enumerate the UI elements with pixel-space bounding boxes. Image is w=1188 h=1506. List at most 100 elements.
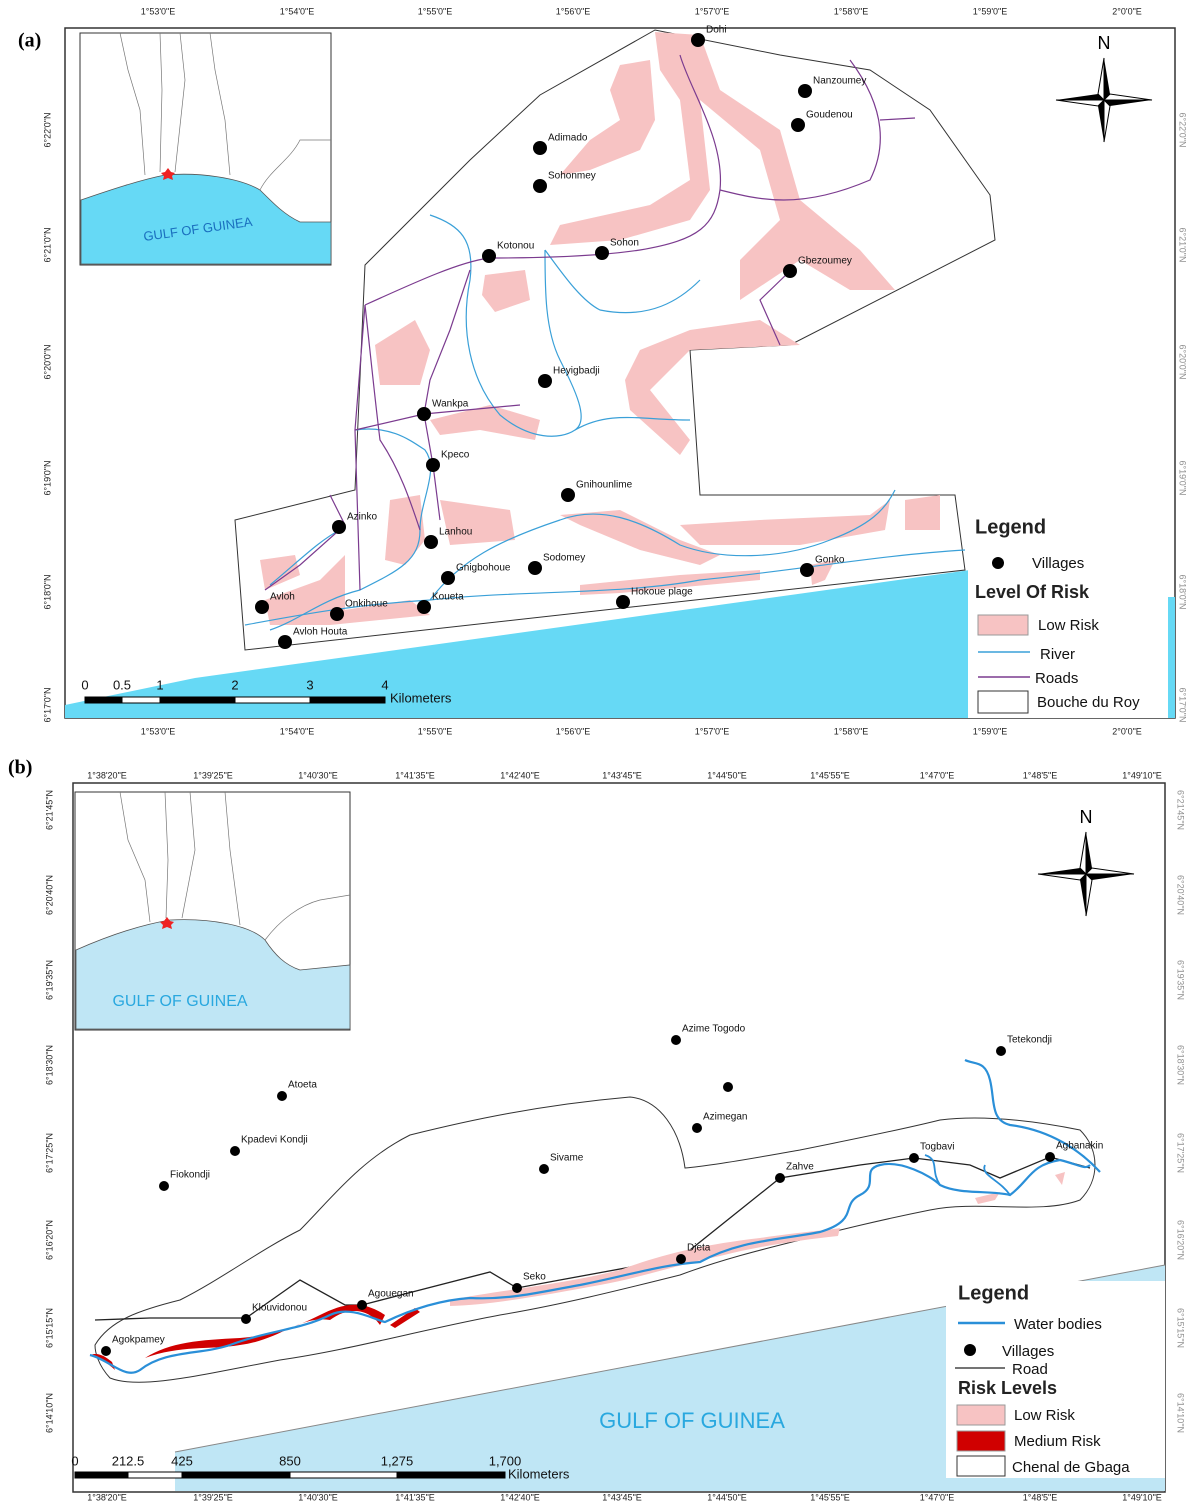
- north-arrow: [1037, 831, 1135, 917]
- village-label: Avloh: [270, 592, 295, 603]
- longitude-label: 1°42'40"E: [500, 1492, 540, 1502]
- longitude-label: 1°45'55"E: [810, 1492, 850, 1502]
- longitude-label: 1°57'0"E: [695, 6, 730, 16]
- inset-sea: [80, 173, 332, 265]
- scale-tick-label: 425: [171, 1453, 193, 1468]
- village-label: Togbavi: [920, 1142, 954, 1153]
- longitude-label: 1°39'25"E: [193, 770, 233, 780]
- scale-tick-label: 3: [306, 677, 313, 692]
- village-marker: [798, 84, 812, 98]
- village-label: Sivame: [550, 1153, 584, 1164]
- latitude-label: 6°15'15"N: [1176, 1308, 1186, 1348]
- inset-sea: [75, 919, 351, 1030]
- longitude-label: 1°49'10"E: [1122, 1492, 1162, 1502]
- longitude-label: 1°55'0"E: [418, 6, 453, 16]
- longitude-label: 1°41'35"E: [395, 770, 435, 780]
- latitude-label: 6°21'45"N: [44, 790, 54, 830]
- scale-bar-segment: [289, 1471, 398, 1479]
- village-marker: [996, 1046, 1006, 1056]
- latitude-label: 6°20'40"N: [44, 875, 54, 915]
- village-label: Azime Togodo: [682, 1024, 746, 1035]
- longitude-label: 1°40'30"E: [298, 770, 338, 780]
- legend-low-risk-symbol: [977, 614, 1029, 636]
- longitude-label: 1°43'45"E: [602, 770, 642, 780]
- latitude-label: 6°21'45"N: [1176, 790, 1186, 830]
- village-marker: [671, 1035, 681, 1045]
- scale-tick-label: 212.5: [112, 1453, 145, 1468]
- scale-bar-segment: [181, 1471, 291, 1479]
- village-marker: [909, 1153, 919, 1163]
- latitude-label: 6°18'0"N: [42, 574, 52, 609]
- village-label: Gnihounlime: [576, 480, 633, 491]
- latitude-label: 6°14'10"N: [1176, 1393, 1186, 1433]
- latitude-label: 6°18'0"N: [1178, 574, 1188, 609]
- latitude-label: 6°20'0"N: [42, 344, 52, 379]
- legend-title: Legend: [958, 1282, 1029, 1304]
- longitude-label: 1°53'0"E: [141, 726, 176, 736]
- village-label: Seko: [523, 1272, 546, 1283]
- latitude-label: 6°19'0"N: [1178, 460, 1188, 495]
- latitude-label: 6°17'0"N: [42, 687, 52, 722]
- village-marker: [330, 607, 344, 621]
- legend-subtitle: Risk Levels: [958, 1378, 1057, 1398]
- village-marker: [332, 520, 346, 534]
- village-marker: [533, 141, 547, 155]
- sea-label: GULF OF GUINEA: [599, 1408, 785, 1433]
- scale-bar-segment: [396, 1471, 506, 1479]
- village-marker: [791, 118, 805, 132]
- village-marker: [159, 1181, 169, 1191]
- village-label: Djeta: [687, 1243, 711, 1254]
- latitude-label: 6°15'15"N: [44, 1308, 54, 1348]
- village-marker: [512, 1283, 522, 1293]
- scale-bar-segment: [84, 696, 123, 704]
- scale-tick-label: 1,700: [489, 1453, 522, 1468]
- scale-unit: Kilometers: [508, 1466, 570, 1481]
- latitude-label: 6°16'20"N: [1176, 1220, 1186, 1260]
- village-label: Nanzoumey: [813, 76, 866, 87]
- legend-low-risk-symbol: [956, 1404, 1006, 1426]
- village-label: Gonko: [815, 555, 845, 566]
- village-marker: [278, 635, 292, 649]
- legend-item: Road: [1012, 1361, 1048, 1378]
- village-marker: [533, 179, 547, 193]
- latitude-label: 6°22'0"N: [42, 112, 52, 147]
- longitude-label: 1°38'20"E: [87, 770, 127, 780]
- legend-village-symbol: [992, 557, 1004, 569]
- village-label: Wankpa: [432, 399, 469, 410]
- village-marker: [1045, 1152, 1055, 1162]
- latitude-label: 6°18'30"N: [1176, 1045, 1186, 1085]
- latitude-label: 6°14'10"N: [44, 1393, 54, 1433]
- panel-b: GULF OF GUINEA GULF OF GUINEA N (b) Lege…: [8, 757, 1166, 1493]
- legend-medium-risk-symbol: [956, 1430, 1006, 1452]
- village-marker: [595, 246, 609, 260]
- latitude-label: 6°17'0"N: [1178, 687, 1188, 722]
- longitude-label: 1°47'0"E: [920, 770, 955, 780]
- inset-borders: [119, 32, 331, 191]
- north-arrow: [1055, 57, 1153, 143]
- study-area: [94, 1096, 1096, 1383]
- village-label: Tetekondji: [1007, 1035, 1052, 1046]
- village-marker: [357, 1300, 367, 1310]
- village-marker: [723, 1082, 733, 1092]
- longitude-label: 1°59'0"E: [973, 726, 1008, 736]
- village-marker: [800, 563, 814, 577]
- scale-tick-label: 1: [156, 677, 163, 692]
- latitude-label: 6°22'0"N: [1178, 112, 1188, 147]
- longitude-label: 1°45'55"E: [810, 770, 850, 780]
- legend-item: Low Risk: [1014, 1407, 1075, 1424]
- village-label: Gbezoumey: [798, 256, 852, 267]
- village-label: Klouvidonou: [252, 1303, 307, 1314]
- legend-item: Bouche du Roy: [1037, 694, 1140, 711]
- latitude-label: 6°17'25"N: [1176, 1133, 1186, 1173]
- village-marker: [676, 1254, 686, 1264]
- scale-bar-segment: [309, 696, 386, 704]
- latitude-label: 6°19'0"N: [42, 460, 52, 495]
- legend-item: Villages: [1002, 1343, 1054, 1360]
- water-bodies: [924, 1154, 1011, 1196]
- scale-tick-label: 0.5: [113, 677, 131, 692]
- latitude-label: 6°19'35"N: [1176, 960, 1186, 1000]
- scale-tick-label: 4: [381, 677, 388, 692]
- village-marker: [241, 1314, 251, 1324]
- scale-tick-label: 0: [71, 1453, 78, 1468]
